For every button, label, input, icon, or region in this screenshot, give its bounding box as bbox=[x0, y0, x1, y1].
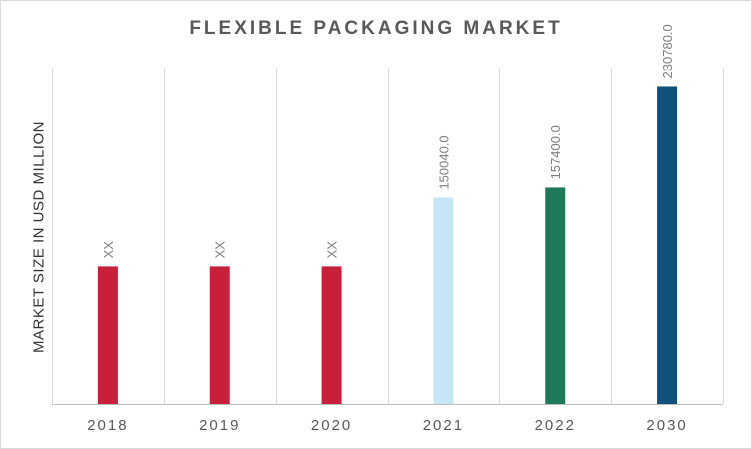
x-tick-2022: 2022 bbox=[535, 417, 576, 434]
bar-2030 bbox=[657, 86, 678, 404]
x-tick-2020: 2020 bbox=[311, 417, 352, 434]
chart-title: FLEXIBLE PACKAGING MARKET bbox=[189, 18, 563, 39]
bar-2020 bbox=[321, 266, 342, 404]
data-label-2021: 150040.0 bbox=[436, 135, 451, 189]
data-label-2022: 157400.0 bbox=[548, 125, 563, 179]
bar-2019 bbox=[209, 266, 230, 404]
data-label-2020: XX bbox=[325, 241, 340, 259]
x-tick-2030: 2030 bbox=[646, 417, 687, 434]
x-tick-2019: 2019 bbox=[199, 417, 240, 434]
gridlines bbox=[52, 68, 724, 404]
bar-2022 bbox=[545, 187, 566, 404]
data-label-2019: XX bbox=[213, 241, 228, 259]
data-label-2030: 230780.0 bbox=[660, 24, 675, 78]
x-tick-2018: 2018 bbox=[87, 417, 128, 434]
x-tick-labels: 2018 2019 2020 2021 2022 2030 bbox=[87, 417, 687, 434]
bar-2018 bbox=[97, 266, 118, 404]
data-labels: XX XX XX 150040.0 157400.0 230780.0 bbox=[101, 24, 675, 258]
bars bbox=[97, 86, 678, 404]
data-label-2018: XX bbox=[101, 241, 116, 259]
x-tick-2021: 2021 bbox=[423, 417, 464, 434]
bar-2021 bbox=[433, 197, 454, 404]
